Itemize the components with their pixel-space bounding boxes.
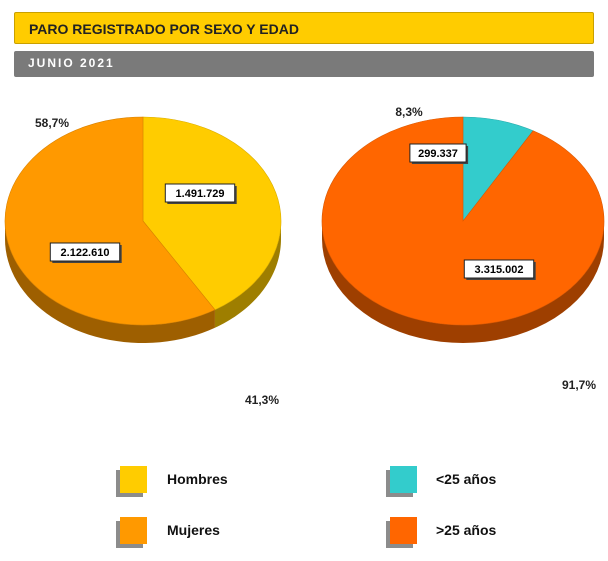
subtitle-bar: JUNIO 2021 bbox=[14, 51, 594, 77]
value-label-box bbox=[409, 143, 467, 163]
legend-swatch bbox=[120, 517, 147, 544]
value-label-box bbox=[164, 183, 236, 203]
value-label-box bbox=[463, 259, 535, 279]
legend-label: >25 años bbox=[436, 522, 497, 538]
pie-chart-2: 299.337 3.315.002 8,3% 91,7% bbox=[321, 105, 605, 392]
legend-swatch bbox=[390, 466, 417, 493]
legend-swatch bbox=[390, 517, 417, 544]
pie-side-1-2 bbox=[5, 221, 215, 343]
pie-slice-mujeres bbox=[4, 116, 216, 326]
percent-label: 41,3% bbox=[245, 393, 279, 407]
percent-label: 8,3% bbox=[395, 105, 423, 119]
percent-label: 91,7% bbox=[562, 378, 596, 392]
pie-chart-1: 1.491.729 2.122.610 41,3% 58,7% bbox=[4, 116, 282, 407]
chart-subtitle: JUNIO 2021 bbox=[28, 56, 115, 70]
chart-title: PARO REGISTRADO POR SEXO Y EDAD bbox=[29, 21, 299, 37]
value-label: 2.122.610 bbox=[61, 247, 110, 259]
percent-label: 58,7% bbox=[35, 116, 69, 130]
value-label: 3.315.002 bbox=[475, 264, 524, 276]
legend-label: Mujeres bbox=[167, 522, 220, 538]
value-label: 299.337 bbox=[418, 148, 458, 160]
pie-side-2-2 bbox=[322, 221, 604, 343]
legend-label: Hombres bbox=[167, 471, 228, 487]
value-label: 1.491.729 bbox=[176, 188, 225, 200]
value-label-box bbox=[49, 242, 121, 262]
legend-swatch bbox=[120, 466, 147, 493]
pie-slice-hombres bbox=[142, 116, 282, 311]
legend-label: <25 años bbox=[436, 471, 497, 487]
title-bar: PARO REGISTRADO POR SEXO Y EDAD bbox=[14, 12, 594, 44]
